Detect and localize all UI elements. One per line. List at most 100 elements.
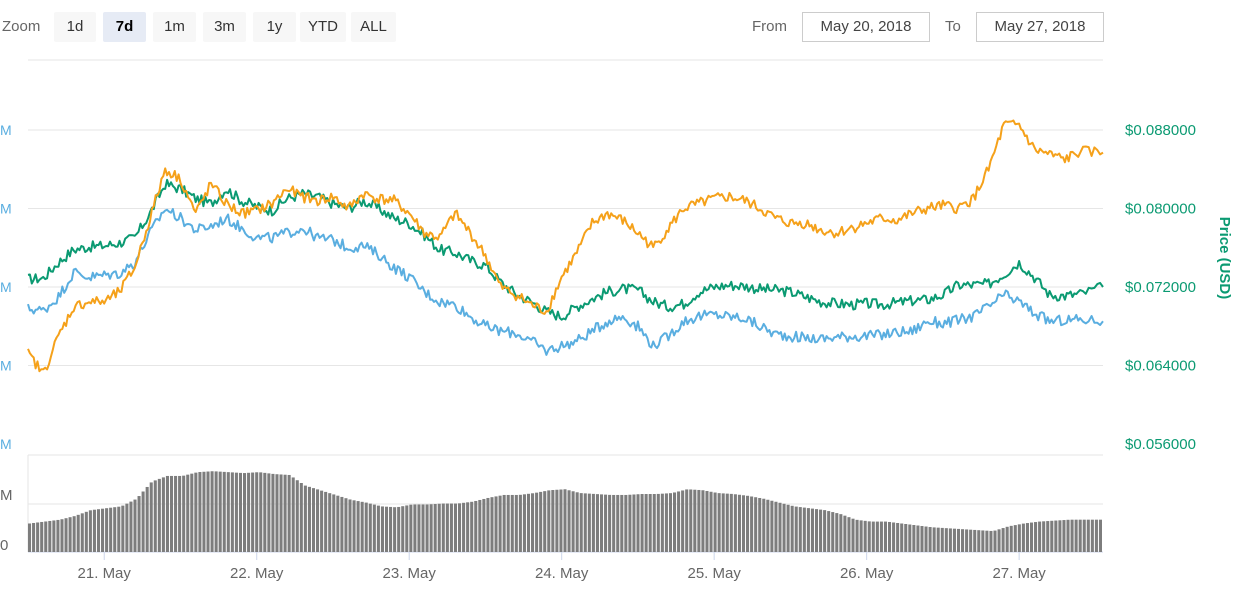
volume-bar [234,472,238,552]
volume-bar [60,519,64,552]
volume-bar [531,493,535,552]
volume-bar [725,493,729,552]
volume-bar [855,519,859,552]
volume-bar [697,489,701,552]
volume-bar [766,499,770,552]
volume-bar [608,494,612,552]
volume-bar [311,488,316,552]
volume-bar [348,499,352,552]
zoom-button-ytd[interactable]: YTD [300,12,346,42]
volume-bar [875,521,879,552]
volume-bar [904,524,908,552]
volume-bar [206,471,210,552]
volume-bar [883,521,887,552]
x-tick-label: 22. May [230,565,284,582]
volume-bar [871,521,875,552]
volume-bar [36,522,40,552]
volume-bar [693,489,697,552]
volume-bar [96,509,101,552]
volume-bar [912,525,916,552]
volume-bar [482,498,486,552]
volume-bar [494,496,498,552]
volume-bar [664,493,668,552]
volume-bar [632,494,636,552]
volume-bar [741,495,746,552]
volume-bar [604,494,608,552]
volume-bar [595,494,599,552]
volume-bar [900,523,904,552]
volume-bar [835,513,839,552]
zoom-button-1d[interactable]: 1d [54,12,96,42]
volume-bar [88,510,92,552]
volume-bar [40,521,44,552]
volume-bar [908,524,912,552]
volume-bar [798,507,802,552]
volume-bar [823,510,827,552]
volume-bar [445,503,449,552]
volume-bar [433,503,437,552]
volume-bar [72,516,76,552]
volume-bar [490,497,494,552]
volume-bar [587,493,591,552]
volume-bar [713,492,717,552]
zoom-button-3m[interactable]: 3m [203,12,246,42]
volume-bar [973,529,977,552]
volume-bar [380,506,384,552]
y-tick-label: $0.088000 [1125,122,1196,139]
zoom-button-all[interactable]: ALL [351,12,396,42]
from-date-input[interactable]: May 20, 2018 [802,12,930,42]
volume-bar [648,494,652,552]
volume-bar [591,493,595,552]
y-tick-label: $0.064000 [1125,358,1196,375]
volume-bar [518,494,522,552]
volume-bar [384,506,389,552]
x-tick-label: 23. May [383,565,437,582]
volume-bar [429,504,433,552]
volume-bar [174,475,178,552]
volume-bar [169,475,174,552]
volume-bar [794,506,798,552]
volume-bar [340,496,344,552]
volume-bar [1034,522,1038,552]
zoom-button-7d[interactable]: 7d [103,12,146,42]
volume-bar [194,472,198,552]
series-line-0 [27,178,1104,321]
left-axis-tick-label: M [0,201,12,217]
volume-bar [1062,520,1066,552]
volume-bar [372,504,376,552]
volume-bar [981,530,985,552]
volume-bar [567,490,571,552]
volume-bar [48,520,52,552]
volume-bar [498,495,502,552]
volume-bar [1001,528,1005,552]
volume-bar [409,504,413,552]
volume-bar [80,513,84,552]
volume-bar [267,473,271,552]
volume-bar [502,494,506,552]
volume-bar [746,495,750,552]
volume-bar [1021,523,1025,552]
volume-bar [624,494,628,552]
zoom-button-1y[interactable]: 1y [253,12,296,42]
series-line-1 [27,208,1104,356]
volume-bar [806,508,810,552]
to-date-input[interactable]: May 27, 2018 [976,12,1104,42]
volume-bar [157,478,161,552]
volume-bar [92,509,96,552]
volume-bar [275,474,279,552]
volume-bar [56,519,60,552]
zoom-button-1m[interactable]: 1m [153,12,196,42]
volume-bar [283,474,287,552]
volume-bar [965,529,969,552]
volume-bar [214,471,218,552]
volume-bar [364,502,368,552]
volume-bar [522,494,526,552]
volume-bar [1025,523,1029,552]
volume-bar [1086,519,1090,552]
volume-bar [879,521,883,552]
volume-bar [616,494,620,552]
volume-bar [251,472,255,552]
volume-bar [859,520,863,552]
volume-bar [721,493,725,552]
volume-bar [129,501,133,552]
